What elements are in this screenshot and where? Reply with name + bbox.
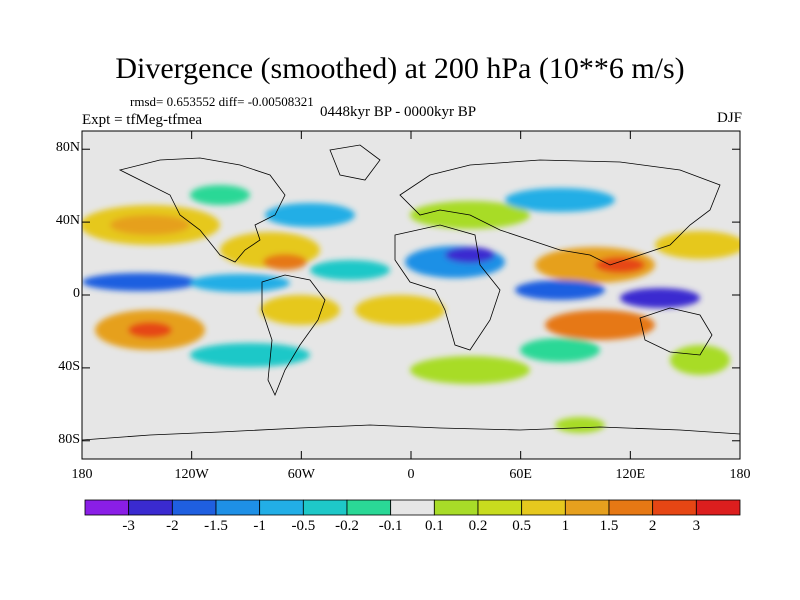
coastlines xyxy=(82,144,740,441)
coast-south-america xyxy=(261,274,326,397)
field-positive-southern-ocean xyxy=(410,356,530,384)
colorbar-label: -1.5 xyxy=(204,518,228,534)
field-negative-maritime-continent xyxy=(620,288,700,308)
colorbar-label: -0.5 xyxy=(291,518,316,534)
coast-australia xyxy=(639,307,713,356)
coast-greenland xyxy=(329,144,381,181)
colorbar-swatch xyxy=(302,499,348,516)
colorbar-label: 1.5 xyxy=(599,518,619,534)
field-positive-west-pacific xyxy=(655,231,740,259)
stats-text: rmsd= 0.653552 diff= -0.00508321 xyxy=(130,94,314,109)
colorbar-swatch xyxy=(652,499,697,516)
field-positive-south-america xyxy=(260,295,340,325)
season-label: DJF xyxy=(716,110,742,126)
lat-label: 0 xyxy=(73,286,80,301)
colorbar-swatch xyxy=(390,499,435,516)
field-positive-south-pacific-core xyxy=(128,322,172,338)
lon-label: 120W xyxy=(174,467,209,482)
field-negative-sahara-core xyxy=(445,247,495,263)
colorbar xyxy=(84,499,741,516)
field-negative-atlantic xyxy=(310,260,390,280)
field-positive-caribbean-core xyxy=(263,254,307,270)
colorbar-label: -3 xyxy=(122,518,135,534)
coast-eurasia xyxy=(399,159,721,266)
lat-label: 80S xyxy=(58,431,80,447)
colorbar-label: 1 xyxy=(561,518,570,534)
field-positive-south-indian xyxy=(545,310,655,340)
colorbar-swatch xyxy=(564,499,610,516)
colorbar-swatch xyxy=(521,499,566,516)
plot-title: Divergence (smoothed) at 200 hPa (10**6 … xyxy=(115,52,685,85)
lon-label: 60W xyxy=(287,467,315,482)
lat-label: 40N xyxy=(55,213,80,229)
divergence-field xyxy=(82,185,740,433)
colorbar-label: -0.2 xyxy=(335,518,359,534)
colorbar-label: 2 xyxy=(648,518,657,534)
colorbar-label: 0.2 xyxy=(468,518,488,534)
field-positive-south-atlantic xyxy=(355,295,445,325)
field-negative-southeast-pacific xyxy=(190,343,310,367)
field-negative-north-america xyxy=(190,185,250,205)
lon-label: 0 xyxy=(407,467,415,482)
colorbar-swatch xyxy=(695,499,741,516)
colorbar-label: 0.5 xyxy=(512,518,532,534)
colorbar-swatch xyxy=(608,499,654,516)
coast-antarctica xyxy=(82,424,740,441)
colorbar-swatch xyxy=(84,499,130,516)
experiment-label: Expt = tfMeg-tfmea xyxy=(82,112,203,128)
colorbar-label: 3 xyxy=(692,518,701,534)
lon-label: 180 xyxy=(729,467,751,482)
lon-label: 180 xyxy=(71,467,93,482)
colorbar-label: -2 xyxy=(166,518,179,534)
field-negative-central-asia xyxy=(505,188,615,212)
colorbar-swatch xyxy=(215,499,261,516)
period-label: 0448kyr BP - 0000kyr BP xyxy=(320,104,477,120)
field-positive-south-asia-core xyxy=(595,257,645,273)
lon-label: 60E xyxy=(509,467,532,482)
lat-label: 40S xyxy=(58,358,80,374)
coast-africa xyxy=(394,224,501,351)
lat-label: 80N xyxy=(55,140,80,156)
colorbar-swatch xyxy=(477,499,523,516)
colorbar-swatch xyxy=(128,499,173,516)
colorbar-label: -1 xyxy=(253,518,266,534)
axis-ticks xyxy=(81,131,741,459)
field-negative-indian-ocean xyxy=(515,280,605,300)
colorbar-label: 0.1 xyxy=(424,518,444,534)
colorbar-swatch xyxy=(346,499,392,516)
colorbar-swatch xyxy=(259,499,304,516)
field-negative-equatorial-pacific xyxy=(82,273,198,291)
lon-label: 120E xyxy=(615,467,646,482)
colorbar-swatch xyxy=(171,499,217,516)
colorbar-swatch xyxy=(433,499,479,516)
coast-north-america xyxy=(118,157,286,263)
field-negative-north-atlantic xyxy=(265,203,355,227)
field-negative-south-indian xyxy=(520,338,600,362)
field-positive-tasman xyxy=(670,345,730,375)
field-positive-antarctic-coast xyxy=(555,417,605,433)
field-negative-east-pacific xyxy=(190,274,290,292)
field-positive-subtropics-pacific-core xyxy=(110,215,190,235)
colorbar-label: -0.1 xyxy=(378,518,403,534)
